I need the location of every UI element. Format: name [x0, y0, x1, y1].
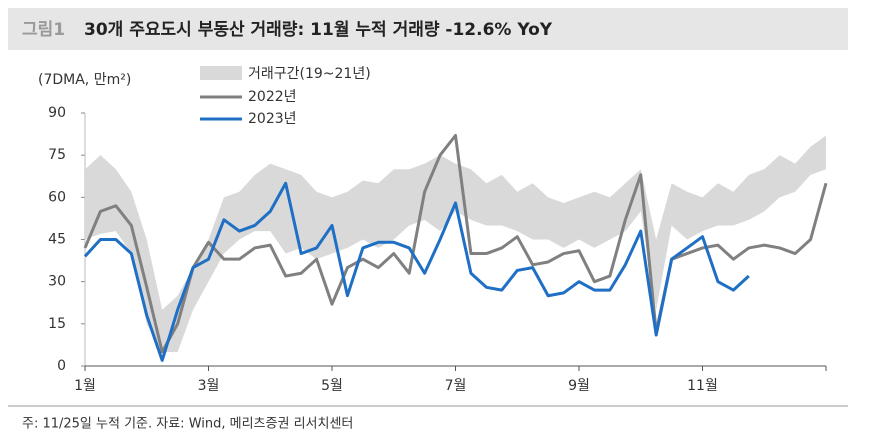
legend-swatch	[200, 66, 242, 80]
x-tick-label: 1월	[74, 378, 96, 394]
range-band	[85, 135, 826, 352]
legend-label: 2023년	[248, 111, 297, 127]
x-tick-label: 11월	[687, 378, 718, 394]
x-tick-label: 3월	[198, 378, 220, 394]
x-tick-label: 5월	[321, 378, 343, 394]
y-axis-label: (7DMA, 만m²)	[38, 72, 131, 88]
x-tick-label: 9월	[568, 378, 590, 394]
chart-title: 30개 주요도시 부동산 거래량: 11월 누적 거래량 -12.6% YoY	[84, 20, 553, 40]
x-tick-label: 7월	[445, 378, 467, 394]
series-line	[83, 181, 750, 362]
series-line	[83, 133, 828, 354]
y-tick-label: 75	[48, 147, 66, 163]
y-tick-label: 45	[48, 232, 66, 248]
y-tick-label: 90	[48, 105, 66, 121]
footnote: 주: 11/25일 누적 기준. 자료: Wind, 메리츠증권 리서치센터	[22, 417, 353, 432]
legend-label: 거래구간(19~21년)	[248, 66, 371, 82]
legend-label: 2022년	[248, 89, 297, 105]
y-tick-label: 30	[48, 274, 66, 290]
y-tick-label: 60	[48, 189, 66, 205]
figure-label: 그림1	[22, 20, 65, 40]
title-bar	[8, 8, 848, 50]
y-tick-label: 0	[57, 358, 66, 374]
y-tick-label: 15	[48, 316, 66, 332]
